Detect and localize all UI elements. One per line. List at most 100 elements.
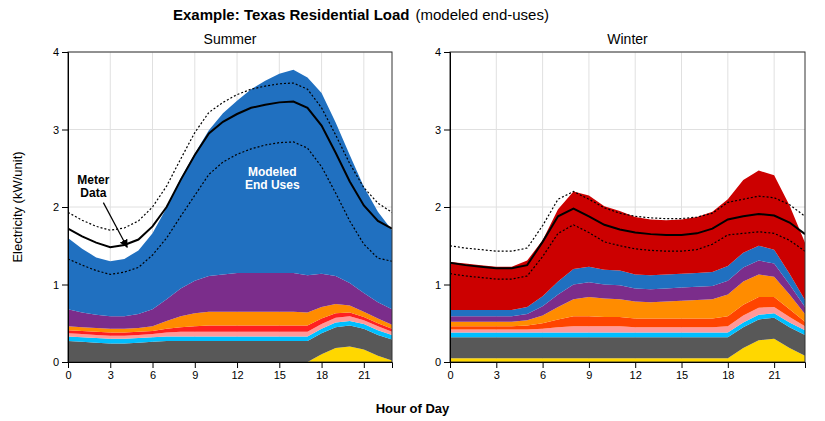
tick-mark — [322, 362, 323, 368]
tick-label: 1 — [435, 279, 441, 291]
tick-mark — [62, 207, 68, 208]
tick-label: 1 — [53, 279, 59, 291]
tick: 1 — [53, 279, 68, 291]
tick-mark — [543, 362, 544, 368]
tick: 2 — [435, 201, 450, 213]
tick-mark — [62, 362, 68, 363]
panel: 03691215182101234SummerElectricity (kW/u… — [10, 31, 393, 381]
plot-area — [450, 171, 805, 362]
tick: 6 — [540, 362, 546, 381]
tick: 4 — [53, 46, 68, 58]
tick: 2 — [53, 201, 68, 213]
plot-frame — [450, 52, 805, 362]
tick-label: 15 — [676, 369, 688, 381]
tick-mark — [62, 285, 68, 286]
tick-label: 18 — [316, 369, 328, 381]
plot-frame — [68, 52, 392, 362]
tick-label: 2 — [435, 201, 441, 213]
tick: 9 — [192, 362, 198, 381]
tick-mark — [444, 285, 450, 286]
tick-label: 3 — [435, 124, 441, 136]
tick: 6 — [150, 362, 156, 381]
tick: 15 — [274, 362, 286, 381]
axis-line — [451, 363, 806, 369]
area-layer — [68, 70, 392, 316]
range-line — [450, 225, 805, 279]
x-axis: 0 3 6 9 12 15 18 21 — [65, 362, 392, 381]
tick: 0 — [447, 362, 453, 381]
y-axis: 0 1 2 3 4 — [53, 46, 69, 368]
tick: 12 — [630, 362, 642, 381]
chart-subtitle: (modeled end-uses) — [416, 6, 549, 23]
tick-label: 3 — [53, 124, 59, 136]
tick-mark — [589, 362, 590, 368]
tick: 1 — [435, 279, 450, 291]
annotation-arrow — [103, 203, 127, 248]
tick-mark — [195, 362, 196, 368]
tick-label: 4 — [435, 46, 441, 58]
axis-line — [62, 53, 69, 363]
tick: 0 — [435, 356, 450, 368]
mean-line — [68, 102, 392, 248]
tick: 12 — [231, 362, 243, 381]
tick-label: 3 — [494, 369, 500, 381]
tick: 18 — [316, 362, 328, 381]
panel-title: Winter — [607, 31, 648, 47]
axis-line — [69, 363, 393, 369]
tick-label: 18 — [722, 369, 734, 381]
axis-line — [444, 53, 451, 363]
tick: 18 — [722, 362, 734, 381]
tick-mark — [62, 130, 68, 131]
annotation: MeterData — [77, 173, 109, 200]
tick-label: 3 — [108, 369, 114, 381]
tick-label: 9 — [192, 369, 198, 381]
tick-mark — [444, 52, 450, 53]
tick-label: 12 — [231, 369, 243, 381]
tick-mark — [110, 362, 111, 368]
plot-area — [68, 70, 392, 362]
tick: 21 — [358, 362, 370, 381]
tick-label: 9 — [586, 369, 592, 381]
tick: 9 — [586, 362, 592, 381]
x-axis-title: Hour of Day — [376, 401, 450, 416]
panel-title: Summer — [204, 31, 257, 47]
tick: 0 — [65, 362, 71, 381]
x-axis: 0 3 6 9 12 15 18 21 — [447, 362, 805, 381]
tick: 3 — [494, 362, 500, 381]
tick: 21 — [769, 362, 781, 381]
chart-root: Example: Texas Residential Load (modeled … — [0, 0, 825, 421]
tick-mark — [682, 362, 683, 368]
tick-mark — [237, 362, 238, 368]
tick-label: 2 — [53, 201, 59, 213]
range-line — [68, 142, 392, 275]
tick-label: 12 — [630, 369, 642, 381]
tick-mark — [364, 362, 365, 368]
tick-label: 21 — [769, 369, 781, 381]
mean-line — [450, 209, 805, 269]
y-axis: 0 1 2 3 4 — [435, 46, 451, 368]
tick-label: 4 — [53, 46, 59, 58]
tick: 3 — [53, 124, 68, 136]
tick-label: 0 — [65, 369, 71, 381]
tick-mark — [153, 362, 154, 368]
area-layer — [450, 171, 805, 311]
tick-mark — [444, 362, 450, 363]
chart-title: Example: Texas Residential Load — [173, 6, 409, 23]
tick-label: 0 — [447, 369, 453, 381]
tick: 3 — [435, 124, 450, 136]
tick-mark — [62, 52, 68, 53]
annotation: ModeledEnd Uses — [245, 166, 300, 193]
tick: 0 — [53, 356, 68, 368]
tick-label: 15 — [274, 369, 286, 381]
tick-label: 0 — [435, 356, 441, 368]
tick-label: 6 — [540, 369, 546, 381]
tick-mark — [444, 207, 450, 208]
tick-label: 21 — [358, 369, 370, 381]
tick-mark — [279, 362, 280, 368]
tick-mark — [728, 362, 729, 368]
tick: 4 — [435, 46, 450, 58]
panel: 03691215182101234Winter — [435, 31, 806, 381]
grid — [450, 52, 805, 362]
tick-mark — [444, 130, 450, 131]
range-line — [450, 192, 805, 252]
